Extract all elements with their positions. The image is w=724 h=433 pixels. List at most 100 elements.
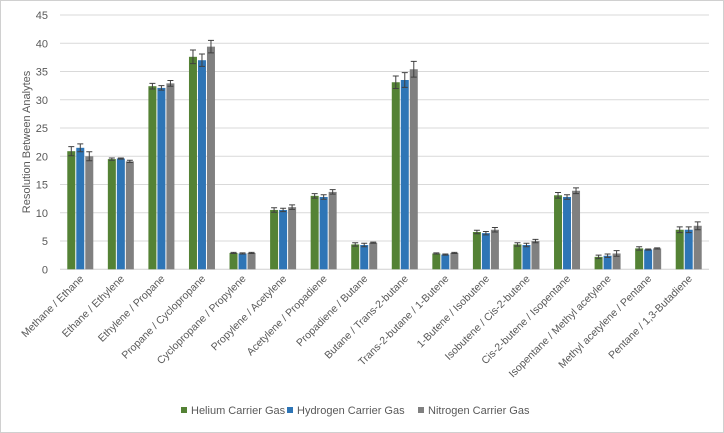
bar [432, 253, 441, 270]
error-bar [370, 241, 377, 244]
error-bar [645, 248, 652, 251]
legend-label: Nitrogen Carrier Gas [428, 405, 530, 417]
error-bar [361, 242, 368, 248]
bars [67, 39, 702, 270]
y-tick-label: 0 [42, 264, 48, 276]
bar [481, 233, 490, 270]
error-bar [68, 146, 75, 157]
legend-label: Helium Carrier Gas [191, 405, 286, 417]
bar [563, 196, 572, 270]
bar [409, 69, 418, 270]
legend: Helium Carrier Gas Hydrogen Carrier Gas Ni… [181, 405, 530, 417]
error-bar [248, 251, 255, 254]
bar [400, 79, 409, 270]
error-bar [523, 242, 530, 248]
bar [360, 245, 369, 270]
error-bar [311, 193, 318, 199]
bar [594, 256, 603, 270]
error-bar [230, 251, 237, 254]
error-bar [410, 60, 417, 78]
legend-label: Hydrogen Carrier Gas [297, 405, 405, 417]
bar [188, 56, 197, 270]
x-tick-label: Propadiene / Butane [294, 273, 370, 349]
bar [238, 253, 247, 270]
bar [391, 82, 400, 270]
error-bar [613, 250, 620, 257]
bar [107, 159, 116, 270]
bar [635, 248, 644, 270]
error-bar [117, 157, 124, 160]
bar [270, 209, 279, 270]
bar [206, 46, 215, 270]
error-bar [685, 226, 692, 234]
y-tick-label: 10 [36, 208, 48, 220]
error-bar [239, 252, 246, 255]
error-bar [694, 221, 701, 231]
error-bar [636, 246, 643, 251]
y-tick-label: 20 [36, 151, 48, 163]
error-bar [676, 226, 683, 234]
error-bar [207, 39, 214, 54]
bar [288, 207, 297, 270]
bar [603, 255, 612, 270]
error-bar [108, 157, 115, 161]
legend-swatch [181, 407, 187, 413]
x-tick-label: Pentane / 1,3-Butadiene [606, 273, 695, 362]
y-tick-label: 30 [36, 95, 48, 107]
error-bar [198, 53, 205, 67]
bar [125, 161, 134, 270]
bar [490, 229, 499, 270]
y-tick-labels: 0 5 10 15 20 25 30 35 40 45 [36, 10, 48, 276]
error-bar [491, 226, 498, 233]
bar [572, 190, 581, 270]
bar [67, 151, 76, 270]
bar [531, 241, 540, 270]
error-bar [564, 194, 571, 200]
error-bar [280, 207, 287, 213]
bar [554, 195, 563, 270]
error-bar [401, 72, 408, 88]
error-bar [77, 143, 84, 153]
bar [229, 252, 238, 270]
error-bar [289, 204, 296, 210]
y-tick-label: 15 [36, 180, 48, 192]
bar [675, 229, 684, 270]
bar [247, 252, 256, 270]
error-bar [329, 189, 336, 195]
error-bar [352, 242, 359, 247]
bar [684, 229, 693, 270]
bar [197, 60, 206, 270]
legend-swatch [287, 407, 293, 413]
x-tick-label: Acetylene / Propadiene [245, 273, 330, 358]
bar [157, 87, 166, 270]
error-bar [271, 207, 278, 213]
bar [279, 209, 288, 270]
y-tick-label: 35 [36, 67, 48, 79]
bar [693, 225, 702, 270]
error-bar [189, 49, 196, 65]
error-bar [573, 187, 580, 195]
bar [644, 249, 653, 270]
bar [76, 147, 85, 270]
error-bar [514, 242, 521, 247]
x-tick-label: Propylene / Acetylene [209, 273, 289, 353]
bar [116, 158, 125, 270]
error-bar [167, 80, 174, 87]
bar [513, 244, 522, 270]
bar [450, 252, 459, 270]
error-bar [149, 82, 156, 90]
error-bar [442, 253, 449, 256]
bar [351, 244, 360, 270]
error-bar [86, 151, 93, 162]
error-bar [654, 247, 661, 250]
y-tick-label: 45 [36, 10, 48, 22]
y-tick-label: 5 [42, 236, 48, 248]
error-bar [392, 75, 399, 89]
error-bar [604, 253, 611, 258]
legend-swatch [418, 407, 424, 413]
error-bar [451, 251, 458, 254]
bar [653, 248, 662, 270]
y-tick-label: 40 [36, 38, 48, 50]
